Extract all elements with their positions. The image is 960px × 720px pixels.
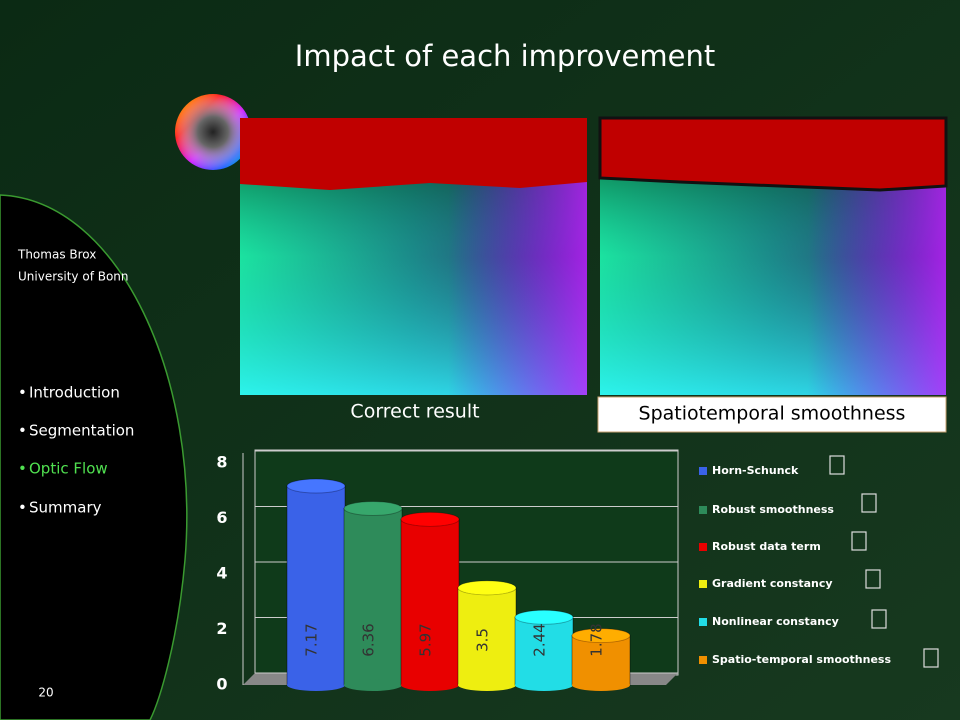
- caption: Spatiotemporal smoothness: [639, 403, 906, 425]
- legend-label: Robust data term: [712, 540, 821, 553]
- value-label: 3.5: [474, 628, 492, 652]
- legend-swatch: [699, 543, 707, 551]
- bar-top: [571, 628, 631, 644]
- nav-bullet: •: [18, 460, 27, 478]
- bar-bottom: [458, 679, 516, 691]
- legend-swatch: [699, 580, 707, 588]
- bar-top: [286, 478, 346, 494]
- bar: [457, 587, 517, 686]
- value-label: 6.36: [360, 623, 378, 656]
- nav-item[interactable]: Segmentation: [29, 422, 134, 440]
- value-label: 1.78: [588, 623, 606, 656]
- nav-bullet: •: [18, 499, 27, 517]
- author: University of Bonn: [18, 270, 129, 284]
- legend-label: Robust smoothness: [712, 503, 834, 516]
- y-tick-label: 2: [216, 619, 227, 638]
- bar-top: [343, 501, 403, 517]
- image-spatiotemporal: [598, 116, 948, 395]
- bar-top: [400, 511, 460, 527]
- side-panel: [0, 194, 188, 720]
- bar: [400, 518, 460, 686]
- chart: 0 2 4 6 8 7.17 Horn-Schunck 6.36 Robust smoothne…: [216, 449, 891, 694]
- author: Thomas Brox: [17, 248, 96, 262]
- value-label: 5.97: [417, 623, 435, 656]
- bar-bottom: [401, 679, 459, 691]
- legend-swatch: [699, 506, 707, 514]
- y-tick-label: 4: [216, 564, 227, 583]
- legend-label: Horn-Schunck: [712, 464, 799, 477]
- y-tick-label: 6: [216, 508, 227, 527]
- legend-label: Spatio-temporal smoothness: [712, 653, 891, 666]
- value-label: 7.17: [303, 623, 321, 656]
- value-label: 2.44: [531, 623, 549, 656]
- bar-bottom: [572, 679, 630, 691]
- caption: Correct result: [350, 401, 479, 423]
- check-boxes: [829, 455, 939, 668]
- legend-label: Gradient constancy: [712, 577, 833, 590]
- nav: • Introduction • Segmentation • Optic Fl…: [18, 384, 134, 517]
- bar: [286, 485, 346, 686]
- bar-bottom: [515, 679, 573, 691]
- legend-swatch: [699, 467, 707, 475]
- image-correct: [240, 118, 587, 395]
- legend-swatch: [699, 656, 707, 664]
- bar-top: [457, 580, 517, 596]
- nav-bullet: •: [18, 422, 27, 440]
- y-tick-label: 0: [216, 675, 227, 694]
- nav-bullet: •: [18, 384, 27, 402]
- legend-label: Nonlinear constancy: [712, 615, 839, 628]
- nav-item[interactable]: Optic Flow: [29, 460, 108, 478]
- bar-bottom: [344, 679, 402, 691]
- bar: [343, 508, 403, 686]
- caption-box: [597, 396, 947, 433]
- color-wheel-center: [175, 94, 251, 170]
- bar-top: [514, 609, 574, 625]
- legend-swatch: [699, 618, 707, 626]
- bar-bottom: [287, 679, 345, 691]
- bar: [571, 635, 631, 686]
- page-number: 20: [38, 686, 53, 700]
- nav-item[interactable]: Summary: [29, 499, 102, 517]
- slide-title: Impact of each improvement: [295, 39, 715, 73]
- nav-item[interactable]: Introduction: [29, 384, 120, 402]
- y-tick-label: 8: [216, 453, 227, 472]
